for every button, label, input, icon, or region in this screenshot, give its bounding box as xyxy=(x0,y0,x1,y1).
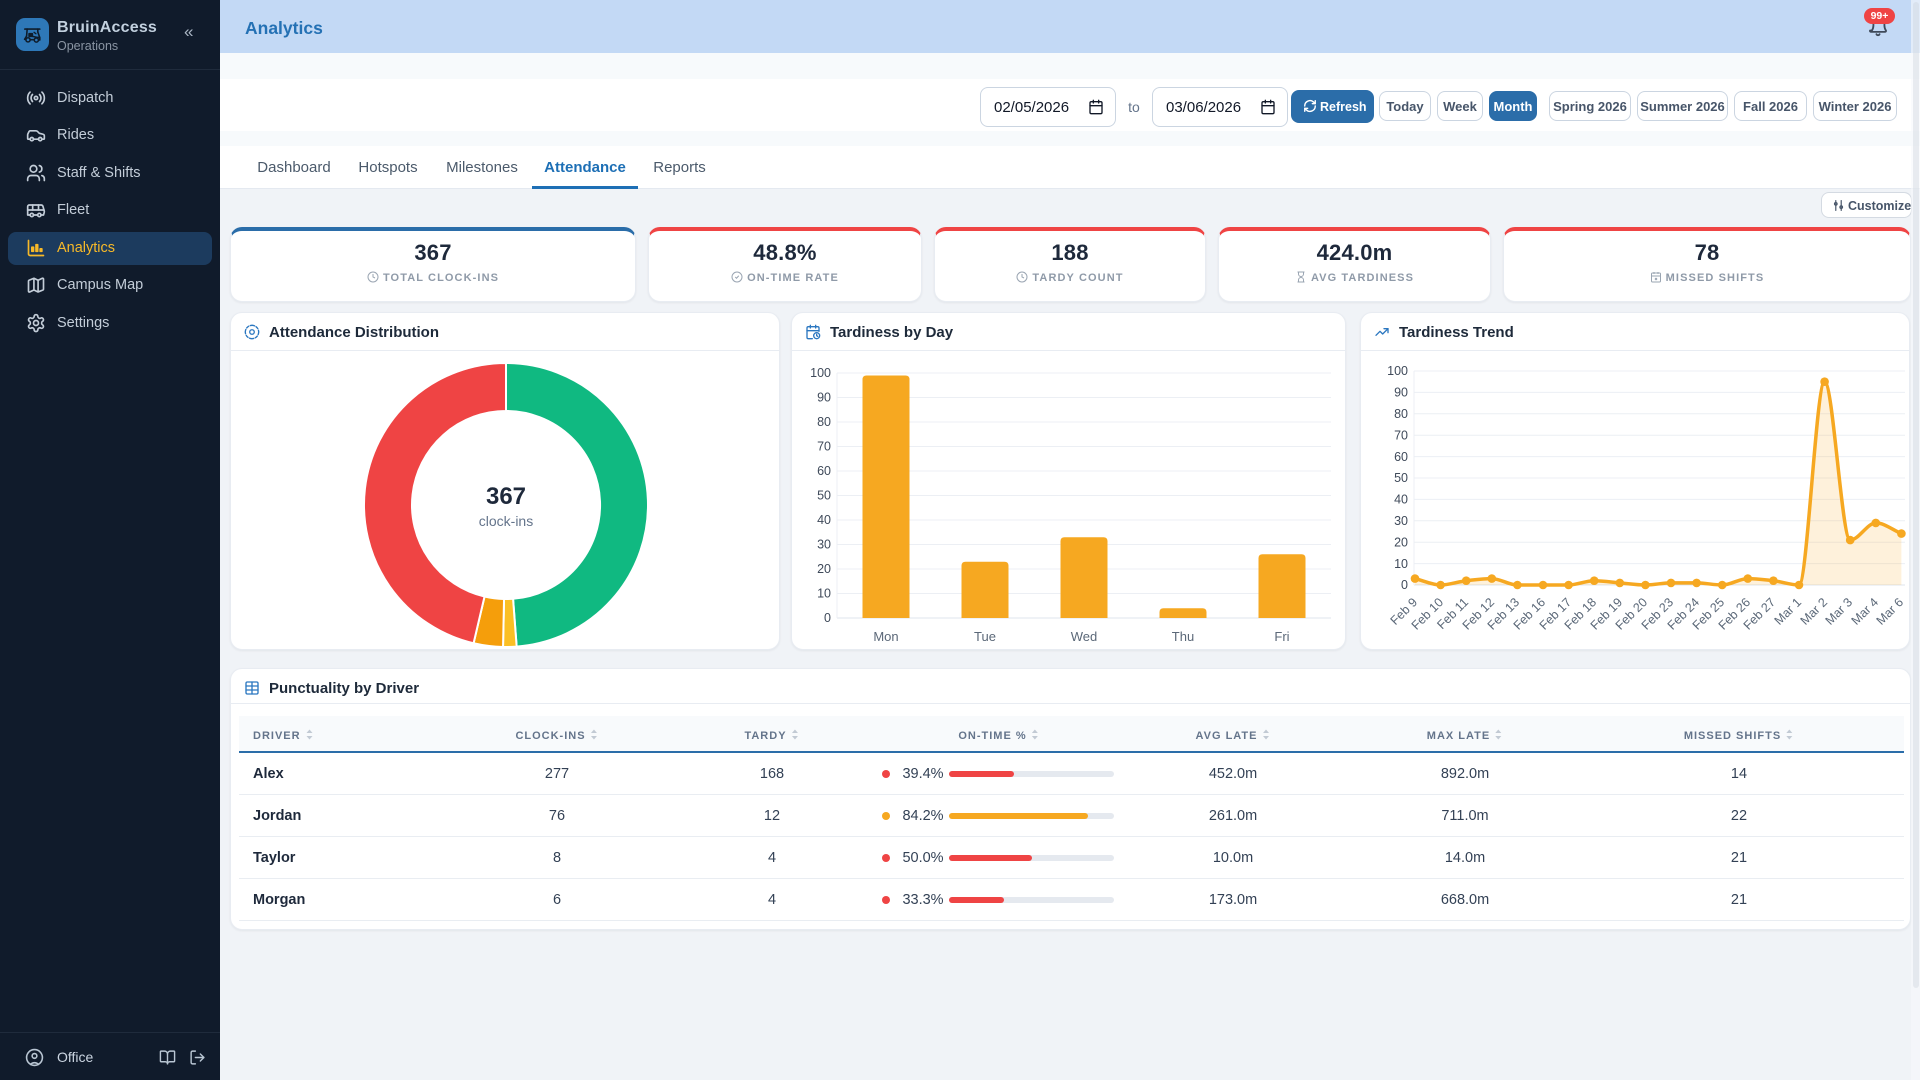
svg-text:Mar 3: Mar 3 xyxy=(1823,595,1856,628)
svg-text:Mar 6: Mar 6 xyxy=(1874,595,1907,628)
svg-text:30: 30 xyxy=(817,538,831,552)
svg-text:clock-ins: clock-ins xyxy=(479,513,533,529)
svg-text:100: 100 xyxy=(810,366,831,380)
svg-text:50: 50 xyxy=(1394,471,1408,485)
svg-text:20: 20 xyxy=(817,562,831,576)
svg-text:10: 10 xyxy=(817,587,831,601)
svg-text:Thu: Thu xyxy=(1172,629,1194,644)
svg-text:Mar 2: Mar 2 xyxy=(1798,595,1831,628)
svg-text:Mar 1: Mar 1 xyxy=(1772,595,1805,628)
svg-text:Mar 4: Mar 4 xyxy=(1849,595,1882,628)
svg-text:70: 70 xyxy=(1394,428,1408,442)
svg-text:80: 80 xyxy=(1394,407,1408,421)
svg-text:80: 80 xyxy=(817,415,831,429)
svg-text:0: 0 xyxy=(824,611,831,625)
svg-text:Mon: Mon xyxy=(873,629,898,644)
svg-text:Wed: Wed xyxy=(1071,629,1098,644)
svg-text:Tue: Tue xyxy=(974,629,996,644)
svg-text:60: 60 xyxy=(817,464,831,478)
svg-text:40: 40 xyxy=(1394,493,1408,507)
svg-text:100: 100 xyxy=(1387,364,1408,378)
svg-text:90: 90 xyxy=(817,391,831,405)
svg-text:50: 50 xyxy=(817,489,831,503)
svg-text:30: 30 xyxy=(1394,514,1408,528)
svg-text:40: 40 xyxy=(817,513,831,527)
svg-text:90: 90 xyxy=(1394,386,1408,400)
svg-text:Fri: Fri xyxy=(1274,629,1289,644)
svg-text:367: 367 xyxy=(486,483,526,510)
svg-text:20: 20 xyxy=(1394,535,1408,549)
svg-text:70: 70 xyxy=(817,440,831,454)
svg-text:10: 10 xyxy=(1394,557,1408,571)
svg-text:60: 60 xyxy=(1394,450,1408,464)
svg-text:0: 0 xyxy=(1401,578,1408,592)
